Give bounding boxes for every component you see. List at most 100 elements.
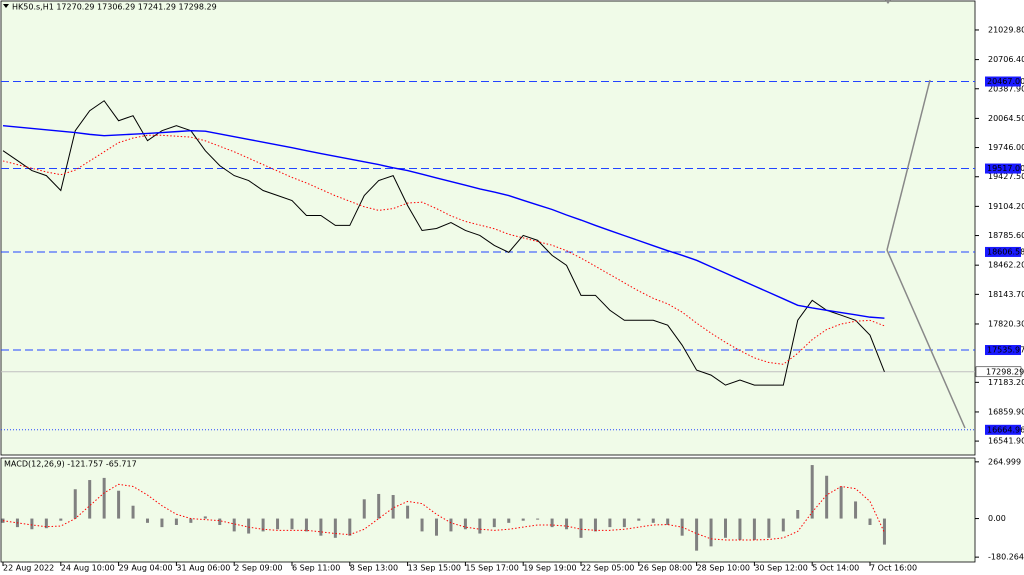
y-tick-label: 19104.20: [988, 202, 1024, 211]
x-tick-label: 15 Sep 17:00: [465, 564, 518, 573]
y-tick-label: 18785.60: [988, 231, 1024, 240]
macd-bar: [391, 495, 395, 519]
y-tick-label: 17820.30: [988, 319, 1024, 328]
level-label: 18606.58: [987, 247, 1024, 256]
x-tick-label: 29 Aug 04:00: [119, 564, 173, 573]
macd-bar: [333, 518, 337, 538]
macd-bar: [550, 518, 554, 528]
macd-bar: [579, 518, 583, 538]
macd-bar: [536, 518, 540, 520]
macd-bar: [810, 465, 814, 519]
macd-bar: [796, 510, 800, 519]
macd-bar: [146, 518, 149, 523]
level-label-box: [985, 76, 1021, 87]
symbol-menu-arrow: [3, 4, 9, 8]
x-tick-label: 31 Aug 06:00: [176, 564, 230, 573]
macd-bar: [348, 518, 352, 536]
x-tick-label: 5 Oct 14:00: [812, 564, 859, 573]
x-tick-label: 22 Aug 2022: [3, 564, 54, 573]
macd-bar: [304, 518, 308, 532]
macd-bar: [752, 518, 756, 540]
scroll-marker: [885, 0, 891, 4]
level-label-box: [985, 246, 1021, 257]
macd-bar: [781, 518, 785, 532]
level-label-box: [985, 424, 1021, 435]
macd-bar: [218, 518, 222, 525]
macd-bar: [521, 518, 525, 521]
macd-bar: [738, 518, 742, 540]
level-label: 17535.97: [987, 346, 1024, 355]
macd-bar: [839, 486, 843, 519]
macd-bar: [377, 493, 381, 519]
macd-bar: [319, 518, 323, 536]
macd-bar: [406, 505, 410, 519]
x-tick-label: 6 Sep 11:00: [292, 564, 340, 573]
projection-arrow: [886, 79, 931, 251]
level-label: 16664.96: [987, 425, 1024, 434]
macd-bar: [73, 489, 77, 519]
y-tick-label: 16541.90: [988, 437, 1024, 446]
macd-bar: [608, 518, 612, 528]
y-tick-label: 18143.70: [988, 290, 1024, 299]
macd-header: MACD(12,26,9) -121.757 -65.717: [4, 460, 137, 469]
macd-bar: [622, 518, 626, 528]
macd-bar: [825, 475, 829, 519]
level-label-box: [985, 345, 1021, 356]
macd-bar: [59, 518, 63, 521]
macd-bar: [290, 518, 294, 530]
macd-bar: [420, 518, 424, 532]
x-tick-label: 7 Oct 16:00: [870, 564, 917, 573]
level-label-box: [985, 163, 1021, 174]
current-price-label: 17298.29: [986, 367, 1024, 376]
macd-bar: [362, 499, 366, 519]
macd-bar: [102, 477, 106, 519]
y-tick-label: 20706.40: [988, 55, 1024, 64]
y-tick-label: 20387.90: [988, 84, 1024, 93]
x-tick-label: 8 Sep 13:00: [350, 564, 398, 573]
level-label: 19517.00: [987, 164, 1024, 173]
x-tick-label: 26 Sep 08:00: [639, 564, 692, 573]
y-tick-label: 0.00: [988, 514, 1006, 523]
macd-bar: [88, 480, 92, 519]
current-price-box: [975, 366, 1022, 378]
macd-bar: [232, 518, 236, 532]
macd-bar: [882, 518, 886, 545]
price-panel: [0, 0, 976, 456]
macd-bar: [709, 518, 713, 547]
macd-bar: [695, 518, 699, 551]
macd-bar: [463, 518, 467, 530]
macd-bar: [160, 518, 164, 528]
macd-bar: [449, 518, 453, 532]
x-tick-label: 24 Aug 10:00: [61, 564, 115, 573]
macd-bar: [276, 518, 280, 530]
y-tick-label: 18462.20: [988, 261, 1024, 270]
price-line: [2, 100, 885, 386]
macd-bar: [565, 518, 569, 530]
macd-bar: [174, 518, 178, 525]
x-tick-label: 22 Sep 05:00: [581, 564, 634, 573]
y-tick-label: 21029.80: [988, 25, 1024, 34]
macd-bar: [189, 518, 193, 523]
macd-bar: [492, 518, 496, 528]
y-tick-label: 264.999: [988, 457, 1021, 466]
macd-bar: [854, 501, 858, 519]
macd-bar: [44, 518, 48, 529]
macd-bar: [203, 516, 207, 519]
x-tick-label: 30 Sep 12:00: [754, 564, 807, 573]
macd-bar: [131, 505, 135, 519]
macd-bar: [724, 518, 727, 538]
macd-bar: [261, 518, 265, 532]
macd-bar: [767, 518, 771, 538]
macd-bar: [593, 518, 597, 532]
macd-bar: [868, 518, 872, 525]
macd-bar: [30, 518, 34, 530]
macd-bar: [666, 518, 670, 525]
macd-bar: [117, 490, 121, 519]
y-tick-label: 20064.50: [988, 114, 1024, 123]
x-tick-label: 28 Sep 10:00: [697, 564, 750, 573]
y-tick-label: 17183.20: [988, 378, 1024, 387]
x-tick-label: 2 Sep 09:00: [234, 564, 282, 573]
moving-average: [2, 124, 885, 319]
moving-average: [2, 134, 885, 365]
